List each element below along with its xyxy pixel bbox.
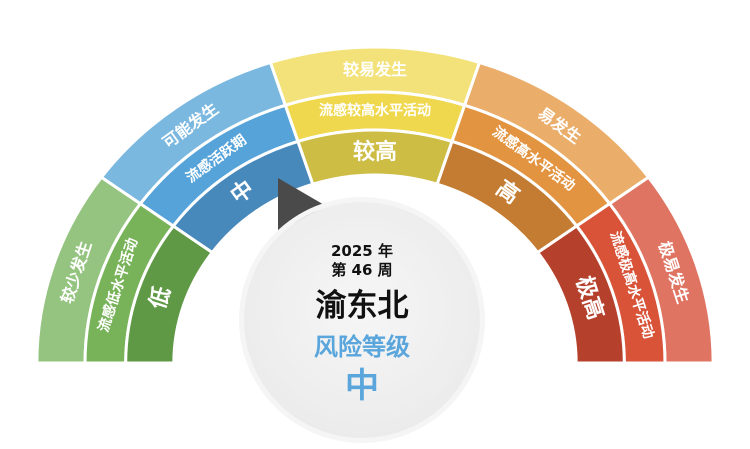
risk-level-value: 中 [345,366,379,406]
level-2-outer-ring-label: 较易发生 [343,60,407,79]
center-panel: 2025 年 第 46 周 渝东北 风险等级 中 [244,202,480,438]
week-label: 第 46 周 [331,261,393,279]
level-2-middle-ring-label: 流感较高水平活动 [319,102,431,119]
level-4-inner-ring-segment [535,224,626,365]
level-2-inner-ring-label: 较高 [353,139,397,165]
pointer-arrow-icon [278,178,326,232]
region-name: 渝东北 [315,288,409,324]
risk-level-label: 风险等级 [314,333,410,361]
year-label: 2025 年 [331,242,393,260]
